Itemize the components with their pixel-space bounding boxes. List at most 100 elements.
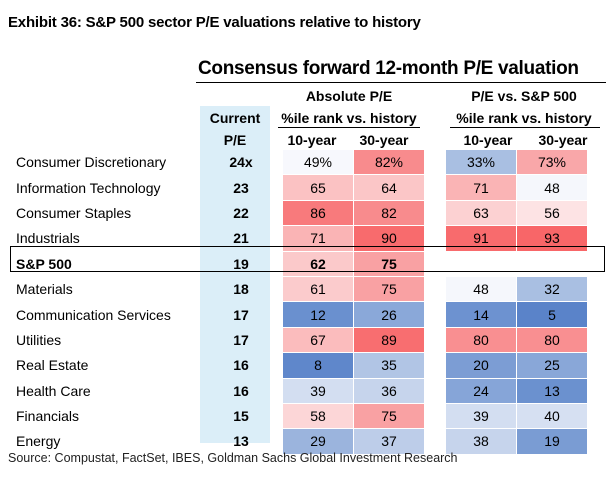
table-row: Materials 18 61 75 48 32 <box>10 275 588 303</box>
sector-name: Health Care <box>16 382 91 399</box>
sector-name: Consumer Discretionary <box>16 154 167 171</box>
rel-30yr-rank: 19 <box>516 428 588 455</box>
current-pe: 16 <box>233 382 249 399</box>
rel-30yr-rank: 40 <box>516 402 588 430</box>
sector-name: S&P 500 <box>16 255 72 272</box>
table-row: Financials 15 58 75 39 40 <box>10 402 588 430</box>
current-pe: 17 <box>233 306 249 323</box>
rel-30yr-rank: 80 <box>516 326 588 354</box>
sector-name: Information Technology <box>16 179 161 196</box>
exhibit-title: Exhibit 36: S&P 500 sector P/E valuation… <box>8 14 421 31</box>
abs-30yr-rank: 75 <box>353 402 425 430</box>
abs-10yr-rank: 86 <box>282 199 354 227</box>
header-pe: P/E <box>223 132 247 148</box>
current-pe: 21 <box>233 230 249 247</box>
rel-10yr-rank: 48 <box>445 275 517 303</box>
abs-30yr-rank: 64 <box>353 174 425 201</box>
abs-10yr-rank: 62 <box>282 250 354 277</box>
rel-10yr-rank: 80 <box>445 326 517 354</box>
rel-30yr-rank: 73% <box>516 148 588 176</box>
rel-30yr-rank <box>516 250 588 277</box>
rel-10yr-rank: 63 <box>445 199 517 227</box>
table-row: Real Estate 16 8 35 20 25 <box>10 352 588 379</box>
chart-title: Consensus forward 12-month P/E valuation <box>198 58 579 79</box>
rel-30yr-rank: 32 <box>516 275 588 303</box>
header-pctile-rank-relative: %ile rank vs. history <box>456 110 592 126</box>
sector-name: Real Estate <box>16 357 89 374</box>
sector-name: Consumer Staples <box>16 204 132 221</box>
abs-10yr-rank: 65 <box>282 174 354 201</box>
table-row: Information Technology 23 65 64 71 48 <box>10 174 588 201</box>
abs-30yr-rank: 26 <box>353 301 425 328</box>
header-10-year-relative: 10-year <box>463 132 513 148</box>
current-pe: 16 <box>233 357 249 374</box>
table-row: Consumer Staples 22 86 82 63 56 <box>10 199 588 227</box>
abs-10yr-rank: 71 <box>282 225 354 252</box>
abs-10yr-rank: 67 <box>282 326 354 354</box>
sector-name: Materials <box>16 281 73 298</box>
table-row: Consumer Discretionary 24x 49% 82% 33% 7… <box>10 148 588 176</box>
header-rule-absolute <box>278 127 420 128</box>
table-row: Communication Services 17 12 26 14 5 <box>10 301 588 328</box>
sector-name: Energy <box>16 433 61 450</box>
rel-10yr-rank: 33% <box>445 148 517 176</box>
rel-10yr-rank: 20 <box>445 352 517 379</box>
abs-30yr-rank: 89 <box>353 326 425 354</box>
rel-30yr-rank: 48 <box>516 174 588 201</box>
header-10-year-absolute: 10-year <box>287 132 337 148</box>
abs-30yr-rank: 90 <box>353 225 425 252</box>
current-pe: 22 <box>233 204 249 221</box>
abs-10yr-rank: 29 <box>282 428 354 455</box>
rel-30yr-rank: 93 <box>516 225 588 252</box>
table-row: Industrials 21 71 90 91 93 <box>10 225 588 252</box>
current-pe: 13 <box>233 433 249 450</box>
rel-30yr-rank: 56 <box>516 199 588 227</box>
abs-30yr-rank: 36 <box>353 377 425 404</box>
current-pe: 18 <box>233 281 249 298</box>
rel-30yr-rank: 25 <box>516 352 588 379</box>
rel-10yr-rank: 14 <box>445 301 517 328</box>
abs-30yr-rank: 82% <box>353 148 425 176</box>
rel-30yr-rank: 13 <box>516 377 588 404</box>
header-absolute-pe: Absolute P/E <box>305 88 393 104</box>
header-current: Current <box>209 110 261 126</box>
abs-30yr-rank: 35 <box>353 352 425 379</box>
abs-10yr-rank: 12 <box>282 301 354 328</box>
abs-10yr-rank: 39 <box>282 377 354 404</box>
rel-10yr-rank: 24 <box>445 377 517 404</box>
abs-10yr-rank: 49% <box>282 148 354 176</box>
rel-10yr-rank: 39 <box>445 402 517 430</box>
sector-name: Industrials <box>16 230 80 247</box>
table-row-sp500: S&P 500 19 62 75 <box>10 250 588 277</box>
abs-30yr-rank: 75 <box>353 275 425 303</box>
current-pe: 15 <box>233 408 249 425</box>
rel-10yr-rank: 38 <box>445 428 517 455</box>
header-30-year-relative: 30-year <box>538 132 588 148</box>
source-note: Source: Compustat, FactSet, IBES, Goldma… <box>8 451 458 465</box>
table-row: Energy 13 29 37 38 19 <box>10 428 588 455</box>
current-pe-column-shading <box>200 106 270 443</box>
valuation-table: Consumer Discretionary 24x 49% 82% 33% 7… <box>10 148 588 455</box>
rel-10yr-rank <box>445 250 517 277</box>
current-pe: 17 <box>233 331 249 348</box>
current-pe: 23 <box>233 179 249 196</box>
header-pctile-rank-absolute: %ile rank vs. history <box>281 110 417 126</box>
rel-10yr-rank: 71 <box>445 174 517 201</box>
abs-30yr-rank: 37 <box>353 428 425 455</box>
rel-10yr-rank: 91 <box>445 225 517 252</box>
sector-name: Financials <box>16 408 80 425</box>
abs-30yr-rank: 75 <box>353 250 425 277</box>
abs-10yr-rank: 61 <box>282 275 354 303</box>
current-pe: 19 <box>233 255 249 272</box>
current-pe: 24x <box>229 154 253 171</box>
header-pe-vs-sp500: P/E vs. S&P 500 <box>471 88 577 104</box>
rel-30yr-rank: 5 <box>516 301 588 328</box>
table-row: Health Care 16 39 36 24 13 <box>10 377 588 404</box>
sector-name: Communication Services <box>16 306 171 323</box>
abs-10yr-rank: 58 <box>282 402 354 430</box>
abs-10yr-rank: 8 <box>282 352 354 379</box>
sector-name: Utilities <box>16 331 62 348</box>
table-row: Utilities 17 67 89 80 80 <box>10 326 588 354</box>
header-rule-relative <box>450 127 600 128</box>
chart-title-rule <box>196 82 606 83</box>
